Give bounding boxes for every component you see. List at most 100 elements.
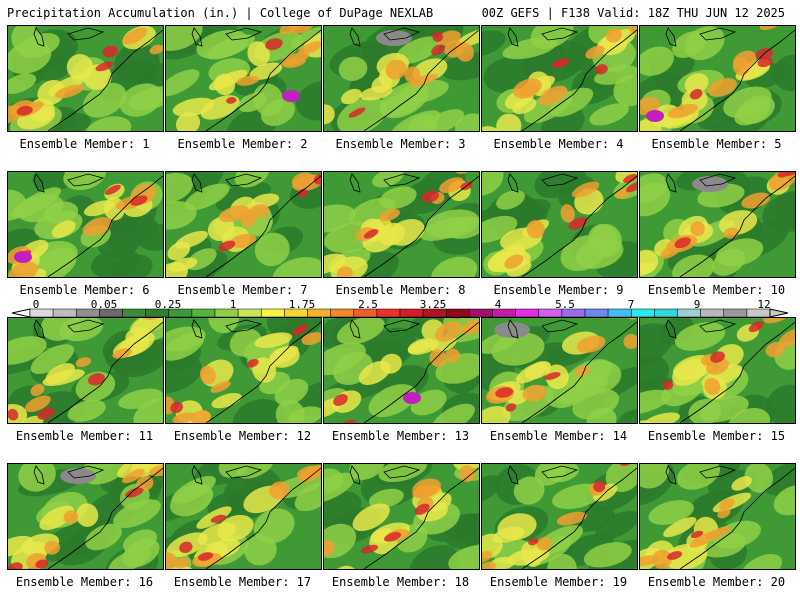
precip-shade	[740, 553, 783, 569]
precip-shade	[85, 523, 122, 551]
precip-max-shade	[14, 251, 32, 263]
lake-outline	[191, 465, 203, 485]
precip-shade	[497, 513, 537, 541]
precip-shade	[407, 338, 434, 354]
coastline	[679, 467, 795, 569]
precip-shade	[210, 514, 227, 523]
precip-shade	[662, 380, 674, 390]
precip-shade	[513, 78, 542, 99]
precip-shade	[24, 395, 51, 413]
precip-shade	[605, 28, 622, 43]
precip-shade	[8, 105, 23, 125]
precip-shade	[368, 488, 404, 508]
ensemble-member-caption: Ensemble Member: 15	[647, 429, 786, 443]
precipitation-colorbar	[11, 308, 789, 318]
precip-shade	[616, 409, 637, 423]
lake-outline	[507, 465, 519, 485]
precip-shade	[360, 544, 379, 554]
precip-shade	[515, 361, 549, 384]
colorbar-tick-label: 1.75	[288, 298, 316, 311]
precip-shade	[269, 481, 290, 500]
precip-shade	[482, 30, 506, 58]
precip-shade	[496, 190, 525, 210]
precip-shade	[208, 318, 239, 334]
ensemble-member-map	[323, 25, 480, 132]
colorbar-segment	[122, 308, 146, 318]
coastline	[679, 175, 795, 277]
lake-outline	[67, 465, 105, 479]
colorbar-segment	[330, 308, 354, 318]
ensemble-member-map	[7, 171, 164, 278]
precip-shade	[82, 82, 127, 118]
lake-outline	[33, 465, 45, 485]
precip-shade	[778, 328, 795, 348]
precip-shade	[432, 403, 475, 423]
precip-shade	[117, 464, 156, 478]
precip-shade	[87, 373, 105, 386]
precip-shade	[340, 419, 357, 423]
precip-shade	[292, 324, 308, 336]
precip-shade	[368, 384, 417, 418]
colorbar-tick-label: 4	[494, 298, 502, 311]
precip-shade	[593, 480, 606, 493]
precip-shade	[765, 384, 795, 423]
precip-shade	[522, 384, 547, 402]
precip-shade	[534, 464, 567, 486]
coastline	[47, 29, 163, 131]
precip-shade	[748, 321, 764, 333]
coastline	[363, 175, 479, 277]
precip-shade	[491, 332, 545, 366]
precip-shade	[8, 336, 47, 365]
precip-shade	[35, 559, 49, 569]
precip-shade	[301, 332, 321, 346]
coastline	[521, 467, 637, 569]
coastline	[205, 321, 321, 423]
precip-shade	[453, 464, 479, 471]
precip-shade	[431, 256, 478, 277]
precip-shade	[574, 365, 590, 377]
precip-shade	[379, 186, 417, 210]
precip-shade	[615, 172, 637, 183]
precip-trace-shade	[494, 322, 530, 338]
precip-shade	[175, 112, 201, 131]
precip-shade	[352, 503, 390, 532]
precip-shade	[383, 532, 402, 542]
precip-shade	[166, 352, 202, 394]
precip-shade	[385, 59, 407, 80]
ensemble-member-map	[7, 317, 164, 424]
precip-shade	[149, 44, 163, 55]
colorbar-tick-label: 0.25	[154, 298, 182, 311]
lake-outline	[191, 173, 203, 193]
ensemble-member-caption: Ensemble Member: 6	[19, 283, 150, 297]
colorbar-tick-label: 1	[229, 298, 237, 311]
precip-shade	[440, 52, 479, 81]
precip-shade	[217, 514, 254, 542]
precip-shade	[456, 42, 474, 62]
colorbar-segment	[700, 308, 724, 318]
precip-shade	[54, 84, 85, 99]
colorbar-tick-label: 0	[32, 298, 40, 311]
ensemble-member-caption: Ensemble Member: 17	[173, 575, 312, 589]
precip-shade	[583, 542, 632, 568]
colorbar-segment	[469, 308, 493, 318]
precip-shade	[690, 530, 704, 538]
precip-shade	[664, 543, 708, 569]
precip-shade	[125, 487, 144, 498]
lake-outline	[225, 27, 263, 41]
lake-outline	[225, 173, 263, 187]
ensemble-member-map	[639, 171, 796, 278]
precip-shade	[421, 190, 440, 203]
lake-outline	[507, 173, 519, 193]
precip-shade	[8, 40, 52, 75]
precip-shade	[282, 57, 306, 68]
colorbar-segment	[261, 308, 285, 318]
precip-shade	[172, 412, 196, 423]
lake-outline	[699, 27, 737, 41]
precip-shade	[719, 498, 735, 510]
ensemble-member-caption: Ensemble Member: 2	[177, 137, 308, 151]
precip-shade	[313, 174, 321, 185]
lake-outline	[541, 465, 579, 479]
lake-outline	[665, 465, 677, 485]
precip-shade	[226, 97, 237, 104]
colorbar-right-arrow	[769, 308, 789, 318]
